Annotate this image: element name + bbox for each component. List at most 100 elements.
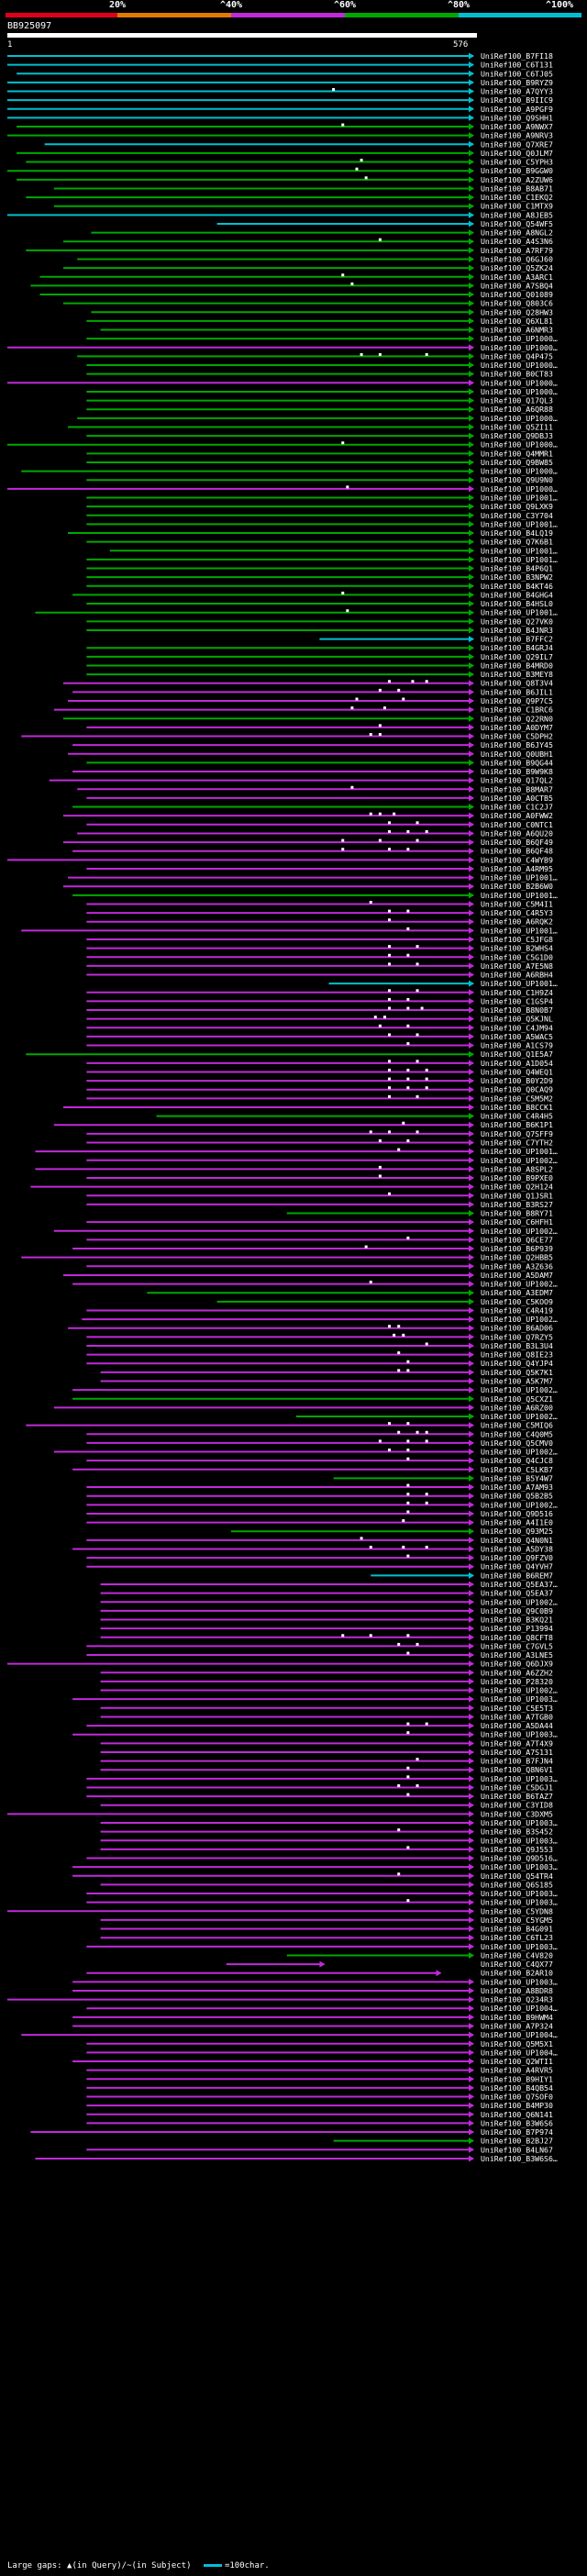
- hit-label[interactable]: UniRef100_A6QU20: [481, 828, 553, 838]
- hit-row[interactable]: UniRef100_Q4WEQ1: [86, 1067, 553, 1076]
- hit-label[interactable]: UniRef100_A8JEB5: [481, 210, 553, 219]
- hit-label[interactable]: UniRef100_A7SBQ4: [481, 281, 553, 290]
- hit-label[interactable]: UniRef100_A0DYM7: [481, 723, 553, 732]
- hit-label[interactable]: UniRef100_UP1001…: [481, 926, 558, 935]
- hit-label[interactable]: UniRef100_B2B6W0: [481, 882, 553, 891]
- hit-label[interactable]: UniRef100_A7TGB0: [481, 1712, 553, 1721]
- hit-label[interactable]: UniRef100_Q6DJX9: [481, 1660, 553, 1669]
- hit-row[interactable]: UniRef100_B3L3U4: [86, 1341, 553, 1350]
- hit-label[interactable]: UniRef100_Q5B2B5: [481, 1492, 553, 1501]
- hit-label[interactable]: UniRef100_A7RF79: [481, 246, 553, 255]
- hit-row[interactable]: UniRef100_Q4N0N1: [86, 1536, 553, 1545]
- hit-label[interactable]: UniRef100_B9PXE0: [481, 1173, 553, 1183]
- hit-row[interactable]: UniRef100_C4R419: [86, 1305, 553, 1315]
- hit-label[interactable]: UniRef100_B3KQ21: [481, 1616, 553, 1625]
- hit-row[interactable]: UniRef100_C5DPH2: [21, 732, 553, 741]
- hit-label[interactable]: UniRef100_Q5M5X1: [481, 2039, 553, 2049]
- hit-label[interactable]: UniRef100_Q8CFT8: [481, 1633, 553, 1642]
- hit-row[interactable]: UniRef100_UP1002…: [72, 1280, 558, 1289]
- hit-label[interactable]: UniRef100_A8NGL2: [481, 228, 553, 238]
- hit-label[interactable]: UniRef100_Q9D516: [481, 1509, 553, 1518]
- hit-row[interactable]: UniRef100_C7GVL5: [86, 1641, 553, 1650]
- hit-row[interactable]: UniRef100_A3EDM7: [147, 1288, 553, 1297]
- hit-label[interactable]: UniRef100_C5E5T3: [481, 1704, 553, 1713]
- hit-label[interactable]: UniRef100_Q4N0N1: [481, 1536, 553, 1545]
- hit-row[interactable]: UniRef100_B8MAR7: [77, 784, 553, 794]
- hit-row[interactable]: UniRef100_UP1004…: [86, 2004, 558, 2013]
- hit-row[interactable]: UniRef100_A7T4X9: [100, 1738, 553, 1748]
- hit-row[interactable]: UniRef100_A6QU20: [77, 828, 553, 838]
- hit-row[interactable]: UniRef100_UP1000…: [21, 467, 558, 476]
- hit-row[interactable]: UniRef100_B4P6Q1: [86, 564, 553, 573]
- hit-row[interactable]: UniRef100_C6TL23: [100, 1933, 553, 1942]
- hit-label[interactable]: UniRef100_C5DPH2: [481, 732, 553, 741]
- hit-row[interactable]: UniRef100_B9QG44: [86, 758, 553, 767]
- hit-row[interactable]: UniRef100_B8CCK1: [62, 1103, 553, 1112]
- hit-label[interactable]: UniRef100_C5M5M2: [481, 1094, 553, 1103]
- hit-label[interactable]: UniRef100_B7FI18: [481, 51, 553, 61]
- hit-row[interactable]: UniRef100_C5M5M2: [86, 1094, 553, 1103]
- hit-label[interactable]: UniRef100_UP1004…: [481, 2004, 558, 2013]
- hit-label[interactable]: UniRef100_B4QB54: [481, 2083, 553, 2093]
- hit-label[interactable]: UniRef100_B4GRJ4: [481, 643, 553, 652]
- hit-label[interactable]: UniRef100_B8N0B7: [481, 1005, 553, 1015]
- hit-row[interactable]: UniRef100_UP1000…: [7, 440, 558, 450]
- hit-row[interactable]: UniRef100_C4R5Y3: [86, 908, 553, 917]
- hit-label[interactable]: UniRef100_P28320: [481, 1677, 553, 1686]
- hit-label[interactable]: UniRef100_Q8IE23: [481, 1350, 553, 1360]
- hit-label[interactable]: UniRef100_Q9P7C5: [481, 696, 553, 705]
- hit-label[interactable]: UniRef100_UP1002…: [481, 1227, 558, 1236]
- hit-row[interactable]: UniRef100_C5MIQ6: [26, 1421, 553, 1430]
- hit-label[interactable]: UniRef100_A6QR88: [481, 405, 553, 414]
- hit-label[interactable]: UniRef100_A1D054: [481, 1059, 553, 1068]
- hit-row[interactable]: UniRef100_UP1000…: [86, 361, 558, 370]
- hit-label[interactable]: UniRef100_B4KT46: [481, 582, 553, 591]
- hit-label[interactable]: UniRef100_C1GSP4: [481, 996, 553, 1005]
- hit-row[interactable]: UniRef100_C4JM94: [86, 1023, 553, 1032]
- hit-row[interactable]: UniRef100_A2ZUW6: [17, 175, 553, 184]
- hit-row[interactable]: UniRef100_UP1003…: [72, 1862, 558, 1871]
- hit-row[interactable]: UniRef100_Q5KJNL: [86, 1015, 553, 1024]
- hit-row[interactable]: UniRef100_UP1001…: [328, 979, 558, 988]
- hit-row[interactable]: UniRef100_UP1002…: [53, 1227, 558, 1236]
- hit-row[interactable]: UniRef100_C5M4I1: [86, 899, 553, 908]
- hit-row[interactable]: UniRef100_A6NMR3: [100, 326, 553, 335]
- hit-row[interactable]: UniRef100_A1D054: [86, 1059, 553, 1068]
- hit-label[interactable]: UniRef100_A7E5N8: [481, 961, 553, 971]
- hit-row[interactable]: UniRef100_UP1002…: [100, 1686, 558, 1695]
- hit-label[interactable]: UniRef100_A5DY38: [481, 1544, 553, 1553]
- hit-label[interactable]: UniRef100_B9GGW0: [481, 166, 553, 175]
- hit-label[interactable]: UniRef100_B9IIC9: [481, 95, 553, 105]
- hit-row[interactable]: UniRef100_UP1003…: [86, 1942, 558, 1951]
- hit-row[interactable]: UniRef100_Q9U9N0: [86, 475, 553, 484]
- hit-row[interactable]: UniRef100_A3Z636: [86, 1261, 553, 1271]
- hit-row[interactable]: UniRef100_C5KOO9: [216, 1297, 553, 1306]
- hit-label[interactable]: UniRef100_Q9LXK9: [481, 502, 553, 511]
- hit-label[interactable]: UniRef100_C4R4H5: [481, 1112, 553, 1121]
- hit-row[interactable]: UniRef100_A7QYY3: [7, 87, 553, 96]
- hit-row[interactable]: UniRef100_B6QF48: [72, 847, 553, 856]
- hit-row[interactable]: UniRef100_B4LQ19: [68, 528, 553, 538]
- hit-label[interactable]: UniRef100_B6JY45: [481, 740, 553, 749]
- hit-label[interactable]: UniRef100_Q28HW3: [481, 307, 553, 316]
- hit-label[interactable]: UniRef100_C1MTX9: [481, 202, 553, 211]
- hit-label[interactable]: UniRef100_B9QG44: [481, 758, 553, 767]
- hit-row[interactable]: UniRef100_C4Q0M5: [86, 1429, 553, 1438]
- hit-label[interactable]: UniRef100_Q2HBB5: [481, 1253, 553, 1262]
- hit-label[interactable]: UniRef100_C3DXM5: [481, 1809, 553, 1818]
- hit-label[interactable]: UniRef100_Q6XL81: [481, 316, 553, 326]
- hit-label[interactable]: UniRef100_A4I1E0: [481, 1518, 553, 1527]
- hit-row[interactable]: UniRef100_B4HSL0: [86, 599, 553, 608]
- hit-label[interactable]: UniRef100_Q29IL7: [481, 652, 553, 661]
- hit-row[interactable]: UniRef100_UP1001…: [86, 555, 558, 564]
- hit-label[interactable]: UniRef100_UP1004…: [481, 2030, 558, 2039]
- hit-row[interactable]: UniRef100_UP1000…: [77, 414, 558, 423]
- hit-row[interactable]: UniRef100_P13994: [100, 1624, 553, 1633]
- hit-row[interactable]: UniRef100_Q8N6V1: [100, 1765, 553, 1774]
- hit-label[interactable]: UniRef100_C7YTH2: [481, 1138, 553, 1147]
- hit-label[interactable]: UniRef100_Q22RN0: [481, 714, 553, 723]
- hit-label[interactable]: UniRef100_Q6S185: [481, 1880, 553, 1889]
- hit-label[interactable]: UniRef100_Q234R3: [481, 1995, 553, 2004]
- hit-label[interactable]: UniRef100_B4GHG4: [481, 590, 553, 599]
- hit-row[interactable]: UniRef100_A8JEB5: [7, 210, 553, 219]
